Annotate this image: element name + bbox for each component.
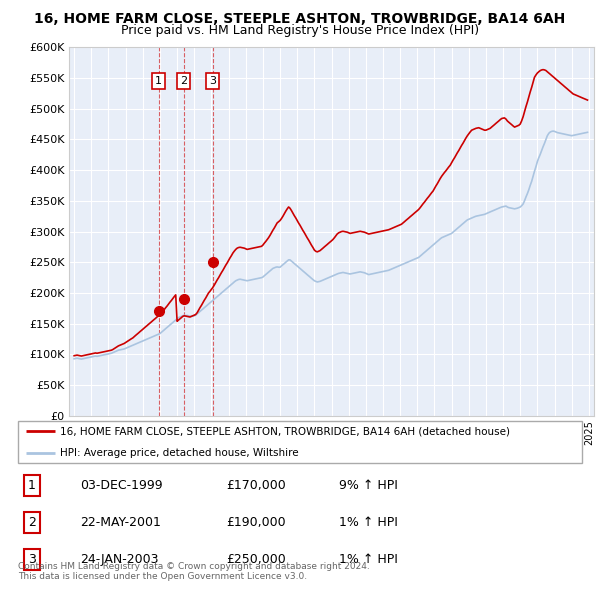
Text: 03-DEC-1999: 03-DEC-1999 [80, 478, 163, 492]
Text: 1: 1 [155, 76, 162, 86]
Text: 2: 2 [180, 76, 187, 86]
Text: 2: 2 [28, 516, 36, 529]
Text: 3: 3 [209, 76, 216, 86]
Text: £250,000: £250,000 [227, 553, 286, 566]
Text: £190,000: £190,000 [227, 516, 286, 529]
Text: 24-JAN-2003: 24-JAN-2003 [80, 553, 158, 566]
Text: 1% ↑ HPI: 1% ↑ HPI [340, 516, 398, 529]
Text: 16, HOME FARM CLOSE, STEEPLE ASHTON, TROWBRIDGE, BA14 6AH (detached house): 16, HOME FARM CLOSE, STEEPLE ASHTON, TRO… [60, 427, 510, 436]
Text: HPI: Average price, detached house, Wiltshire: HPI: Average price, detached house, Wilt… [60, 448, 299, 457]
Text: Price paid vs. HM Land Registry's House Price Index (HPI): Price paid vs. HM Land Registry's House … [121, 24, 479, 37]
Text: 1: 1 [28, 478, 36, 492]
FancyBboxPatch shape [18, 421, 582, 463]
Text: 16, HOME FARM CLOSE, STEEPLE ASHTON, TROWBRIDGE, BA14 6AH: 16, HOME FARM CLOSE, STEEPLE ASHTON, TRO… [34, 12, 566, 26]
Text: 9% ↑ HPI: 9% ↑ HPI [340, 478, 398, 492]
Text: Contains HM Land Registry data © Crown copyright and database right 2024.
This d: Contains HM Land Registry data © Crown c… [18, 562, 370, 581]
Text: 1% ↑ HPI: 1% ↑ HPI [340, 553, 398, 566]
Text: 22-MAY-2001: 22-MAY-2001 [80, 516, 161, 529]
Text: £170,000: £170,000 [227, 478, 286, 492]
Text: 3: 3 [28, 553, 36, 566]
